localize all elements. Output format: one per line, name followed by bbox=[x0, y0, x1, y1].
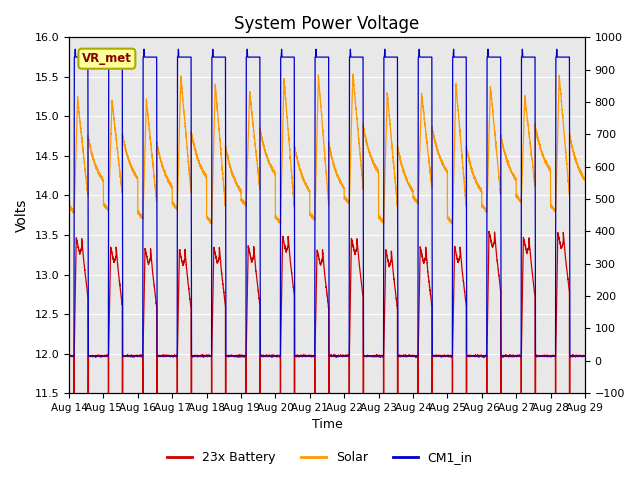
Y-axis label: Volts: Volts bbox=[15, 199, 29, 232]
Solar bbox=[472, 176, 479, 181]
23x Battery bbox=[471, 353, 479, 359]
Solar bbox=[259, 137, 266, 143]
CM1_in bbox=[259, 353, 266, 359]
Solar bbox=[581, 177, 589, 182]
CM1_in bbox=[581, 353, 589, 359]
Line: CM1_in: CM1_in bbox=[69, 49, 585, 356]
X-axis label: Time: Time bbox=[312, 419, 342, 432]
23x Battery bbox=[581, 353, 589, 359]
CM1_in bbox=[579, 353, 587, 359]
Solar bbox=[170, 203, 178, 209]
Solar bbox=[175, 129, 183, 135]
Line: 23x Battery: 23x Battery bbox=[69, 231, 585, 480]
Solar bbox=[449, 221, 456, 227]
CM1_in bbox=[175, 54, 183, 60]
23x Battery bbox=[579, 352, 587, 358]
23x Battery bbox=[259, 353, 266, 359]
Title: System Power Voltage: System Power Voltage bbox=[234, 15, 420, 33]
Solar bbox=[579, 174, 587, 180]
CM1_in bbox=[471, 353, 479, 359]
23x Battery bbox=[65, 353, 73, 359]
Legend: 23x Battery, Solar, CM1_in: 23x Battery, Solar, CM1_in bbox=[163, 446, 477, 469]
Line: Solar: Solar bbox=[69, 74, 585, 224]
23x Battery bbox=[398, 353, 406, 359]
23x Battery bbox=[175, 249, 183, 255]
Solar bbox=[398, 163, 406, 169]
CM1_in bbox=[170, 353, 178, 359]
Text: VR_met: VR_met bbox=[82, 52, 132, 65]
23x Battery bbox=[170, 353, 178, 359]
CM1_in bbox=[65, 353, 73, 359]
CM1_in bbox=[72, 47, 79, 52]
Solar bbox=[349, 71, 356, 77]
CM1_in bbox=[398, 353, 406, 359]
Solar bbox=[65, 203, 73, 209]
23x Battery bbox=[485, 228, 493, 234]
